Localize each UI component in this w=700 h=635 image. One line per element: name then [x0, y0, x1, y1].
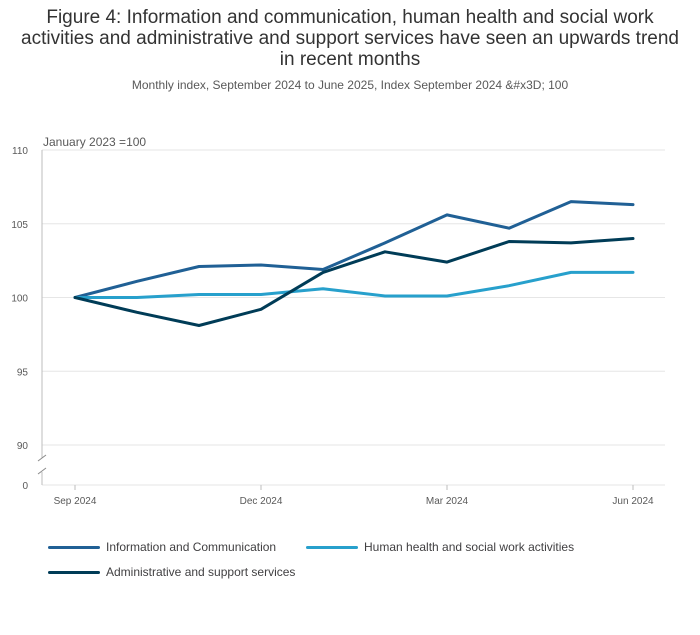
chart-figure: Figure 4: Information and communication,… [0, 0, 700, 635]
legend-label: Administrative and support services [106, 565, 295, 579]
legend-item-human-health[interactable]: Human health and social work activities [306, 540, 574, 554]
y-tick-labels: 90 95 100 105 110 0 [11, 146, 28, 492]
legend-swatch [306, 546, 358, 549]
x-tick-label: Sep 2024 [54, 496, 97, 507]
y-tick-label: 100 [11, 294, 28, 305]
y-tick-label: 95 [17, 367, 29, 378]
x-tick-label: Dec 2024 [240, 496, 283, 507]
legend-swatch [48, 546, 100, 549]
y-tick-label: 110 [12, 146, 28, 157]
series-lines [75, 202, 633, 326]
axes [38, 150, 633, 490]
legend-item-administrative-support[interactable]: Administrative and support services [48, 565, 295, 579]
y-tick-label: 0 [22, 481, 28, 492]
line-chart: 90 95 100 105 110 0 Sep 2024 Dec 2024 Mar 2024 J… [0, 0, 700, 520]
legend-label: Information and Communication [106, 540, 276, 554]
x-tick-label: Jun 2024 [612, 496, 654, 507]
series-line-administrative-and-support-services [75, 239, 633, 326]
x-tick-label: Mar 2024 [426, 496, 469, 507]
axis-note: January 2023 =100 [43, 135, 146, 149]
y-tick-label: 90 [17, 441, 29, 452]
y-tick-label: 105 [11, 220, 28, 231]
series-line-information-and-communication [75, 202, 633, 298]
legend-swatch [48, 571, 100, 574]
legend-label: Human health and social work activities [364, 540, 574, 554]
x-tick-labels: Sep 2024 Dec 2024 Mar 2024 Jun 2024 [54, 496, 654, 507]
legend-item-information-communication[interactable]: Information and Communication [48, 540, 276, 554]
